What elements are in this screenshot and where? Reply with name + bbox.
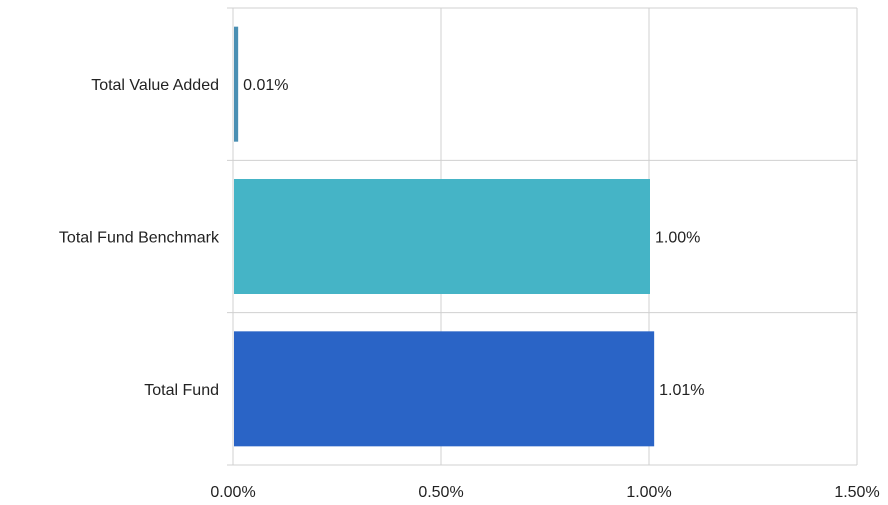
x-tick-label: 1.50% <box>834 484 879 501</box>
data-label: 0.01% <box>243 77 288 94</box>
grid-lines <box>227 7 858 466</box>
x-tick-label: 0.50% <box>418 484 463 501</box>
bars <box>234 26 655 447</box>
category-label: Total Value Added <box>91 77 219 94</box>
data-label: 1.00% <box>655 230 700 247</box>
bar <box>234 179 650 294</box>
bar <box>234 331 655 447</box>
category-label: Total Fund Benchmark <box>59 230 220 247</box>
data-label: 1.01% <box>659 382 704 399</box>
category-label: Total Fund <box>144 382 219 399</box>
x-tick-label: 0.00% <box>210 484 255 501</box>
bar <box>234 26 239 142</box>
x-tick-label: 1.00% <box>626 484 671 501</box>
labels: 0.00% 0.50% 1.00% 1.50% Total Value Added 0.0… <box>59 77 880 501</box>
